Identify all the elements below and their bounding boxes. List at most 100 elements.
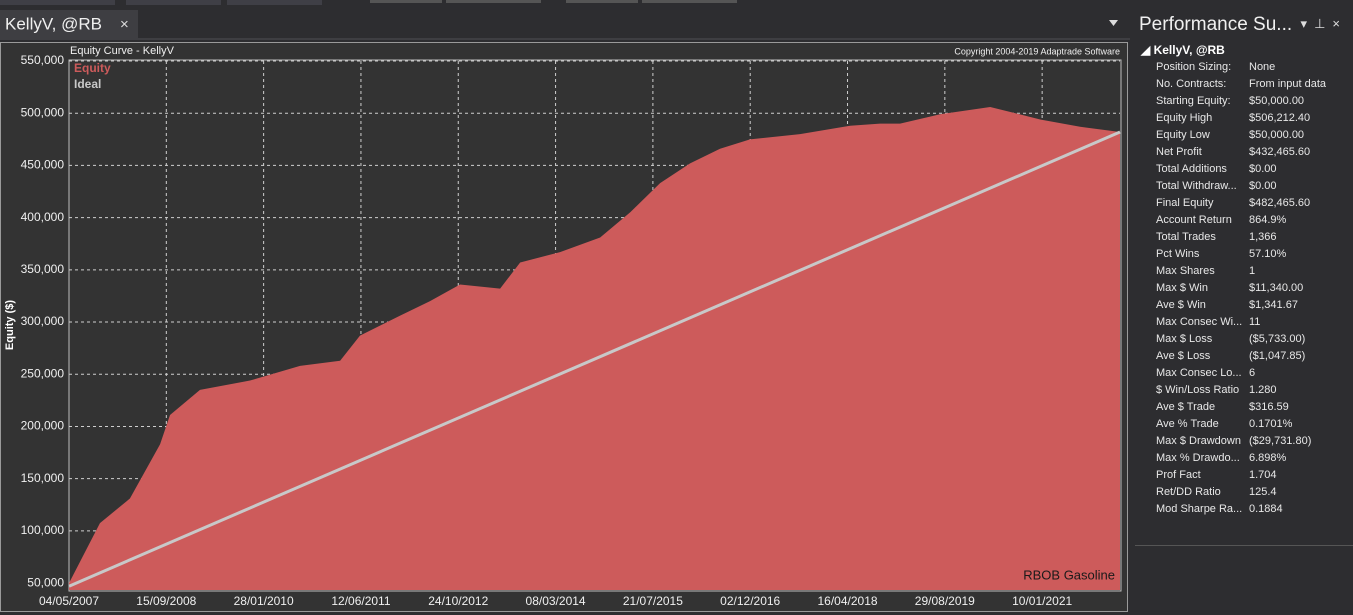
x-tick-label: 24/10/2012 — [428, 594, 488, 608]
toolbar-box[interactable] — [642, 0, 737, 3]
stat-row: Ave $ Loss ($1,047.85) — [1156, 350, 1351, 367]
panel-title: Performance Su... — [1139, 14, 1293, 35]
stat-label: Ave $ Trade — [1156, 401, 1216, 413]
x-tick-label: 08/03/2014 — [526, 594, 586, 608]
copyright: Copyright 2004-2019 Adaptrade Software — [954, 46, 1120, 56]
stat-value: ($1,047.85) — [1249, 350, 1306, 362]
stat-value: $506,212.40 — [1249, 112, 1311, 124]
stat-value: ($29,731.80) — [1249, 435, 1312, 447]
stat-label: Max $ Loss — [1156, 333, 1213, 345]
stat-value: $482,465.60 — [1249, 197, 1311, 209]
stat-label: Total Additions — [1156, 163, 1227, 175]
y-tick-label: 150,000 — [21, 471, 65, 485]
stat-value: ($5,733.00) — [1249, 333, 1306, 345]
stat-row: Position Sizing: None — [1156, 61, 1351, 78]
y-tick-label: 550,000 — [21, 53, 65, 67]
stat-label: Max Shares — [1156, 265, 1215, 277]
tab-strip-line — [0, 38, 1130, 40]
document-tab[interactable] — [0, 10, 138, 39]
stat-row: Max Consec Wi... 11 — [1156, 316, 1351, 333]
legend-entry: Equity — [74, 61, 111, 75]
stat-value: 11 — [1249, 316, 1261, 328]
stat-row: Total Trades 1,366 — [1156, 231, 1351, 248]
y-tick-label: 300,000 — [21, 314, 65, 328]
y-tick-label: 100,000 — [21, 523, 65, 537]
stat-row: Ave $ Win $1,341.67 — [1156, 299, 1351, 316]
stat-label: Max Consec Wi... — [1156, 316, 1243, 328]
stat-value: From input data — [1249, 78, 1327, 90]
y-tick-label: 450,000 — [21, 158, 65, 172]
toolbar — [0, 0, 1353, 7]
toolbar-box[interactable] — [566, 0, 638, 3]
stat-row: Net Profit $432,465.60 — [1156, 146, 1351, 163]
performance-panel: Performance Su... ▾⊥× ◢ KellyV, @RB Posi… — [1135, 0, 1353, 546]
toolbar-box[interactable] — [126, 0, 221, 5]
stat-value: $11,340.00 — [1249, 282, 1304, 294]
x-tick-label: 12/06/2011 — [331, 594, 390, 608]
stat-label: Ret/DD Ratio — [1156, 486, 1221, 498]
stat-value: 1,366 — [1249, 231, 1277, 243]
stat-value: $0.00 — [1249, 163, 1277, 175]
stat-row: Total Withdraw... $0.00 — [1156, 180, 1351, 197]
stat-label: Position Sizing: — [1156, 61, 1232, 73]
stat-label: Ave $ Win — [1156, 299, 1206, 311]
y-axis-label: Equity ($) — [4, 300, 16, 350]
stat-label: Pct Wins — [1156, 248, 1200, 260]
stat-row: Ave $ Trade $316.59 — [1156, 401, 1351, 418]
tab-dropdown[interactable] — [1109, 20, 1118, 26]
stat-label: $ Win/Loss Ratio — [1156, 384, 1240, 396]
stat-row: Starting Equity: $50,000.00 — [1156, 95, 1351, 112]
tab-title: KellyV, @RB — [5, 14, 102, 33]
y-tick-label: 500,000 — [21, 105, 65, 119]
x-tick-label: 15/09/2008 — [136, 594, 196, 608]
panel-section[interactable]: ◢ KellyV, @RB — [1141, 43, 1225, 57]
stat-row: Final Equity $482,465.60 — [1156, 197, 1351, 214]
stat-label: Prof Fact — [1156, 469, 1201, 481]
stat-value: 125.4 — [1249, 486, 1277, 498]
toolbar-box[interactable] — [227, 0, 322, 5]
stat-row: Equity Low $50,000.00 — [1156, 129, 1351, 146]
ideal-line — [68, 130, 1121, 588]
stat-value: 0.1884 — [1249, 503, 1283, 515]
stat-value: $1,341.67 — [1249, 299, 1298, 311]
stat-row: Account Return 864.9% — [1156, 214, 1351, 231]
stat-row: Max $ Drawdown ($29,731.80) — [1156, 435, 1351, 452]
stat-label: Ave $ Loss — [1156, 350, 1211, 362]
x-tick-label: 28/01/2010 — [234, 594, 294, 608]
x-tick-label: 02/12/2016 — [720, 594, 780, 608]
stat-row: $ Win/Loss Ratio 1.280 — [1156, 384, 1351, 401]
stat-label: Equity Low — [1156, 129, 1210, 141]
stat-row: Total Additions $0.00 — [1156, 163, 1351, 180]
x-tick-label: 21/07/2015 — [623, 594, 683, 608]
legend-entry: Ideal — [74, 77, 101, 91]
stat-row: Max % Drawdo... 6.898% — [1156, 452, 1351, 469]
toolbar-box[interactable] — [446, 0, 541, 3]
panel-controls[interactable]: ▾⊥× — [1300, 16, 1347, 31]
stat-label: Total Withdraw... — [1156, 180, 1237, 192]
y-tick-label: 50,000 — [27, 575, 64, 589]
stat-label: Total Trades — [1156, 231, 1216, 243]
equity-area — [69, 106, 1120, 590]
stat-label: Max % Drawdo... — [1156, 452, 1240, 464]
x-tick-label: 16/04/2018 — [817, 594, 877, 608]
stat-value: $316.59 — [1249, 401, 1289, 413]
stat-value: $432,465.60 — [1249, 146, 1311, 158]
section-title: KellyV, @RB — [1153, 43, 1225, 57]
stat-value: $50,000.00 — [1249, 95, 1305, 107]
stat-row: Ave % Trade 0.1701% — [1156, 418, 1351, 435]
stat-label: Max Consec Lo... — [1156, 367, 1242, 379]
annotation: RBOB Gasoline — [1023, 567, 1115, 582]
stat-row: Max $ Loss ($5,733.00) — [1156, 333, 1351, 350]
stat-value: 1.280 — [1249, 384, 1277, 396]
stat-value: 0.1701% — [1249, 418, 1293, 430]
stat-label: Mod Sharpe Ra... — [1156, 503, 1243, 515]
chart-title: Equity Curve - KellyV — [70, 45, 175, 57]
stat-row: Equity High $506,212.40 — [1156, 112, 1351, 129]
toolbar-box[interactable] — [370, 0, 442, 3]
toolbar-box[interactable] — [0, 0, 115, 5]
stat-label: Account Return — [1156, 214, 1232, 226]
stat-label: Net Profit — [1156, 146, 1202, 158]
stat-row: Mod Sharpe Ra... 0.1884 — [1156, 503, 1351, 520]
tab-close[interactable]: × — [120, 16, 129, 33]
